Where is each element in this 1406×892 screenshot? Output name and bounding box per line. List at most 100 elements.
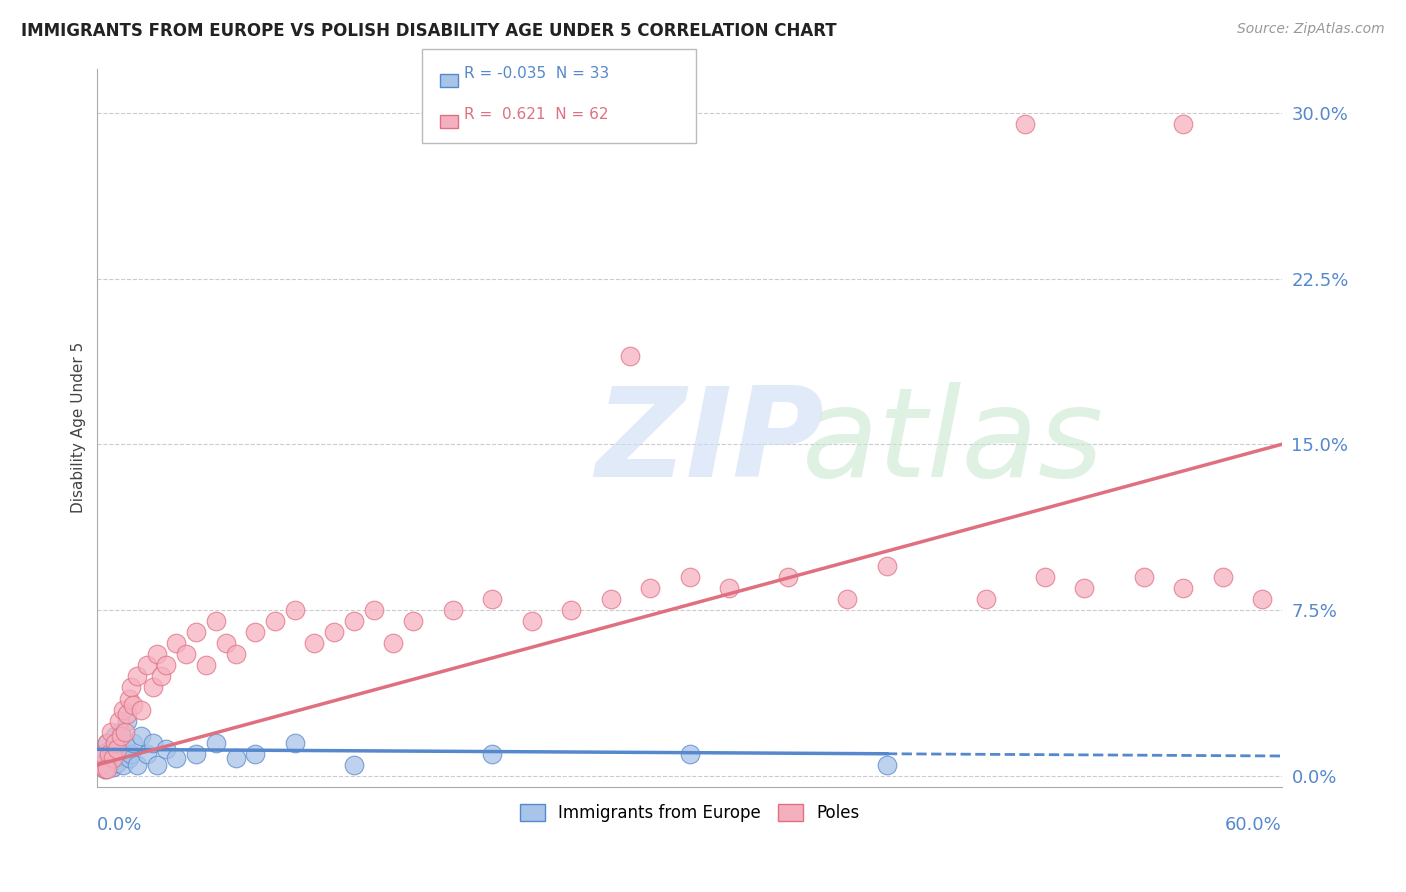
Point [108, 714, 131, 728]
Point [98, 751, 121, 765]
Point [560, 603, 582, 617]
Point [129, 729, 152, 743]
Point [1132, 570, 1154, 584]
Point [100, 724, 122, 739]
Point [876, 558, 898, 573]
Point [94, 762, 117, 776]
Point [678, 747, 700, 761]
Point [98, 747, 121, 761]
Point [96, 762, 118, 776]
Point [96, 736, 118, 750]
Point [718, 581, 741, 595]
Point [1033, 570, 1056, 584]
Point [149, 669, 172, 683]
Point [165, 751, 187, 765]
Text: R = -0.035  N = 33: R = -0.035 N = 33 [464, 66, 609, 80]
Y-axis label: Disability Age Under 5: Disability Age Under 5 [72, 343, 86, 514]
Point [115, 714, 138, 728]
Text: IMMIGRANTS FROM EUROPE VS POLISH DISABILITY AGE UNDER 5 CORRELATION CHART: IMMIGRANTS FROM EUROPE VS POLISH DISABIL… [21, 22, 837, 40]
Point [402, 614, 425, 628]
Point [111, 702, 134, 716]
Text: Source: ZipAtlas.com: Source: ZipAtlas.com [1237, 22, 1385, 37]
Point [599, 592, 621, 607]
Point [184, 747, 207, 761]
Point [118, 691, 141, 706]
Point [184, 625, 207, 640]
Point [91, 747, 114, 761]
Point [145, 648, 167, 662]
Point [323, 625, 346, 640]
Point [481, 592, 503, 607]
Point [1073, 581, 1095, 595]
Point [245, 625, 267, 640]
Point [225, 751, 247, 765]
Point [94, 762, 117, 776]
Point [974, 592, 997, 607]
Point [135, 747, 157, 761]
Point [101, 760, 124, 774]
Point [619, 349, 641, 363]
Point [90, 757, 112, 772]
Point [441, 603, 464, 617]
Point [110, 729, 132, 743]
Point [104, 729, 127, 743]
Point [142, 681, 165, 695]
Point [100, 742, 122, 756]
Point [105, 756, 128, 770]
Point [264, 614, 287, 628]
Point [96, 736, 118, 750]
Point [155, 658, 177, 673]
Point [165, 636, 187, 650]
Point [125, 669, 148, 683]
Point [1014, 117, 1036, 131]
Point [114, 724, 136, 739]
Point [343, 757, 366, 772]
Text: 60.0%: 60.0% [1225, 815, 1282, 834]
Text: R =  0.621  N = 62: R = 0.621 N = 62 [464, 107, 609, 121]
Point [1211, 570, 1233, 584]
Point [284, 603, 307, 617]
Point [174, 648, 197, 662]
Point [214, 636, 236, 650]
Point [125, 757, 148, 772]
Point [382, 636, 405, 650]
Point [120, 747, 142, 761]
Point [520, 614, 543, 628]
Point [284, 736, 307, 750]
Point [135, 658, 157, 673]
Point [142, 736, 165, 750]
Point [204, 736, 226, 750]
Point [225, 648, 247, 662]
Point [304, 636, 326, 650]
Point [245, 747, 267, 761]
Point [876, 757, 898, 772]
Point [363, 603, 385, 617]
Point [114, 736, 136, 750]
Point [122, 698, 145, 713]
Point [155, 742, 177, 756]
Point [115, 706, 138, 721]
Point [110, 724, 132, 739]
Point [129, 702, 152, 716]
Legend: Immigrants from Europe, Poles: Immigrants from Europe, Poles [513, 797, 866, 829]
Point [204, 614, 226, 628]
Point [118, 751, 141, 765]
Point [778, 570, 800, 584]
Point [678, 570, 700, 584]
Point [122, 736, 145, 750]
Point [1171, 581, 1194, 595]
Text: atlas: atlas [801, 382, 1104, 502]
Text: 0.0%: 0.0% [97, 815, 143, 834]
Point [104, 736, 127, 750]
Point [111, 757, 134, 772]
Point [105, 742, 128, 756]
Point [343, 614, 366, 628]
Point [101, 751, 124, 765]
Point [1251, 592, 1274, 607]
Point [837, 592, 859, 607]
Point [108, 747, 131, 761]
Point [145, 757, 167, 772]
Point [194, 658, 217, 673]
Point [481, 747, 503, 761]
Point [91, 747, 114, 761]
